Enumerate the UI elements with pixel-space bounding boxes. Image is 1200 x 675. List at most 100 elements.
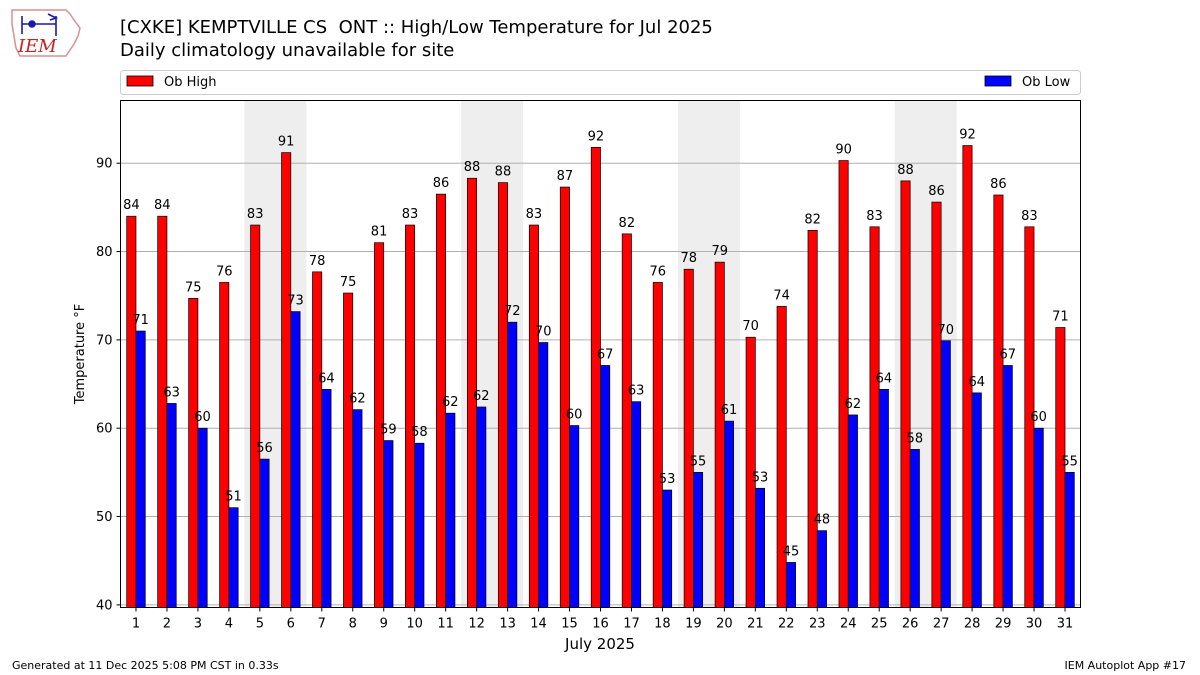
- bar-label-high: 84: [123, 198, 140, 213]
- x-tick-label: 16: [592, 617, 609, 632]
- y-axis: 40 50 60 70 80 90: [96, 157, 121, 613]
- bar-low: [135, 330, 146, 608]
- bar-high: [497, 182, 508, 608]
- generated-timestamp: Generated at 11 Dec 2025 5:08 PM CST in …: [12, 659, 279, 672]
- bar-low: [816, 530, 827, 608]
- x-tick-label: 29: [995, 617, 1012, 632]
- x-tick-label: 14: [530, 617, 547, 632]
- bar-label-low: 63: [163, 385, 180, 400]
- bar-high: [188, 298, 199, 608]
- x-tick-label: 30: [1026, 617, 1043, 632]
- bar-low: [878, 388, 889, 608]
- bar-label-low: 64: [968, 375, 985, 390]
- x-tick-label: 24: [840, 617, 857, 632]
- bar-low: [166, 403, 177, 608]
- legend-swatch-high: [126, 75, 154, 87]
- x-tick-label: 9: [380, 617, 388, 632]
- y-tick-label: 50: [96, 510, 113, 525]
- x-tick-label: 15: [561, 617, 578, 632]
- x-tick-label: 13: [499, 617, 516, 632]
- app-credit: IEM Autoplot App #17: [1064, 659, 1187, 672]
- x-tick-label: 1: [132, 617, 140, 632]
- iowa-state-outline-icon: [11, 9, 81, 57]
- bar-high: [590, 146, 601, 608]
- x-tick-label: 6: [287, 617, 295, 632]
- legend-frame: [120, 70, 1081, 95]
- bar-label-high: 86: [990, 177, 1007, 192]
- bar-high: [157, 215, 168, 608]
- bar-label-low: 53: [659, 472, 676, 487]
- x-tick-label: 26: [902, 617, 919, 632]
- bar-high: [714, 261, 725, 608]
- y-tick-label: 60: [96, 422, 113, 437]
- bar-label-low: 70: [938, 323, 955, 338]
- bar-low: [197, 427, 208, 608]
- bar-high: [343, 292, 354, 608]
- bar-high: [683, 268, 694, 608]
- x-tick-label: 3: [194, 617, 202, 632]
- x-tick-label: 7: [318, 617, 326, 632]
- bar-label-low: 53: [752, 470, 769, 485]
- bar-low: [1064, 472, 1075, 608]
- bar-label-high: 91: [278, 135, 295, 150]
- x-tick-label: 12: [468, 617, 485, 632]
- bar-low: [724, 420, 735, 608]
- legend: Ob High Ob Low: [120, 70, 1081, 95]
- bar-low: [600, 365, 611, 608]
- bar-low: [940, 340, 951, 608]
- bar-high: [621, 233, 632, 608]
- bar-low: [693, 472, 704, 608]
- bar-label-low: 55: [1061, 454, 1078, 469]
- bar-label-low: 60: [566, 408, 583, 423]
- bar-high: [219, 282, 230, 608]
- bar-label-high: 86: [433, 176, 450, 191]
- bar-label-high: 74: [773, 288, 790, 303]
- bar-high: [405, 224, 416, 608]
- bar-label-low: 58: [907, 431, 924, 446]
- bar-label-low: 56: [256, 441, 273, 456]
- bar-low: [476, 406, 487, 608]
- bar-label-high: 78: [309, 254, 326, 269]
- bar-high: [652, 282, 663, 608]
- bar-label-high: 70: [742, 319, 759, 334]
- bar-label-high: 78: [680, 251, 697, 266]
- bar-high: [559, 186, 570, 608]
- bar-low: [383, 440, 394, 608]
- bar-label-high: 82: [619, 216, 636, 231]
- bar-value-labels: 84 71 84 63 75 60 76 51 83 56 91 73 78 64 75 62 81 59 83 58…: [123, 128, 1078, 560]
- bar-high: [312, 271, 323, 608]
- x-axis: 1 2 3 4 5 6 7 8 9 10 11 12 13 14 15 16 17 18 19 20 21 22 23 24 2…: [132, 607, 1074, 632]
- bar-label-low: 59: [380, 423, 397, 438]
- x-tick-label: 20: [716, 617, 733, 632]
- bar-high: [281, 152, 292, 608]
- bar-label-high: 90: [835, 143, 852, 158]
- bar-label-low: 58: [411, 425, 428, 440]
- bar-label-low: 73: [287, 294, 304, 309]
- bar-high: [900, 180, 911, 608]
- x-tick-label: 31: [1057, 617, 1074, 632]
- chart-subtitle: Daily climatology unavailable for site: [120, 40, 455, 61]
- bar-label-high: 83: [866, 209, 883, 224]
- bar-label-high: 87: [557, 169, 574, 184]
- bar-label-high: 82: [804, 212, 821, 227]
- x-tick-label: 11: [437, 617, 454, 632]
- bar-low: [352, 409, 363, 608]
- bar-label-low: 63: [628, 384, 645, 399]
- bars: [126, 145, 1075, 608]
- bar-label-high: 88: [495, 165, 512, 180]
- bar-label-high: 75: [340, 275, 357, 290]
- bar-label-low: 61: [721, 403, 738, 418]
- x-tick-label: 28: [964, 617, 981, 632]
- bar-label-low: 48: [814, 513, 831, 528]
- bar-low: [909, 449, 920, 608]
- bar-label-low: 72: [504, 304, 521, 319]
- y-tick-label: 40: [96, 598, 113, 613]
- bar-label-low: 70: [535, 325, 552, 340]
- bar-label-low: 62: [442, 395, 459, 410]
- bar-low: [321, 388, 332, 608]
- x-tick-label: 8: [349, 617, 357, 632]
- bar-low: [847, 414, 858, 608]
- bar-label-low: 60: [1030, 410, 1047, 425]
- weather-station-icon: [21, 13, 59, 36]
- logo-text: IEM: [17, 36, 57, 57]
